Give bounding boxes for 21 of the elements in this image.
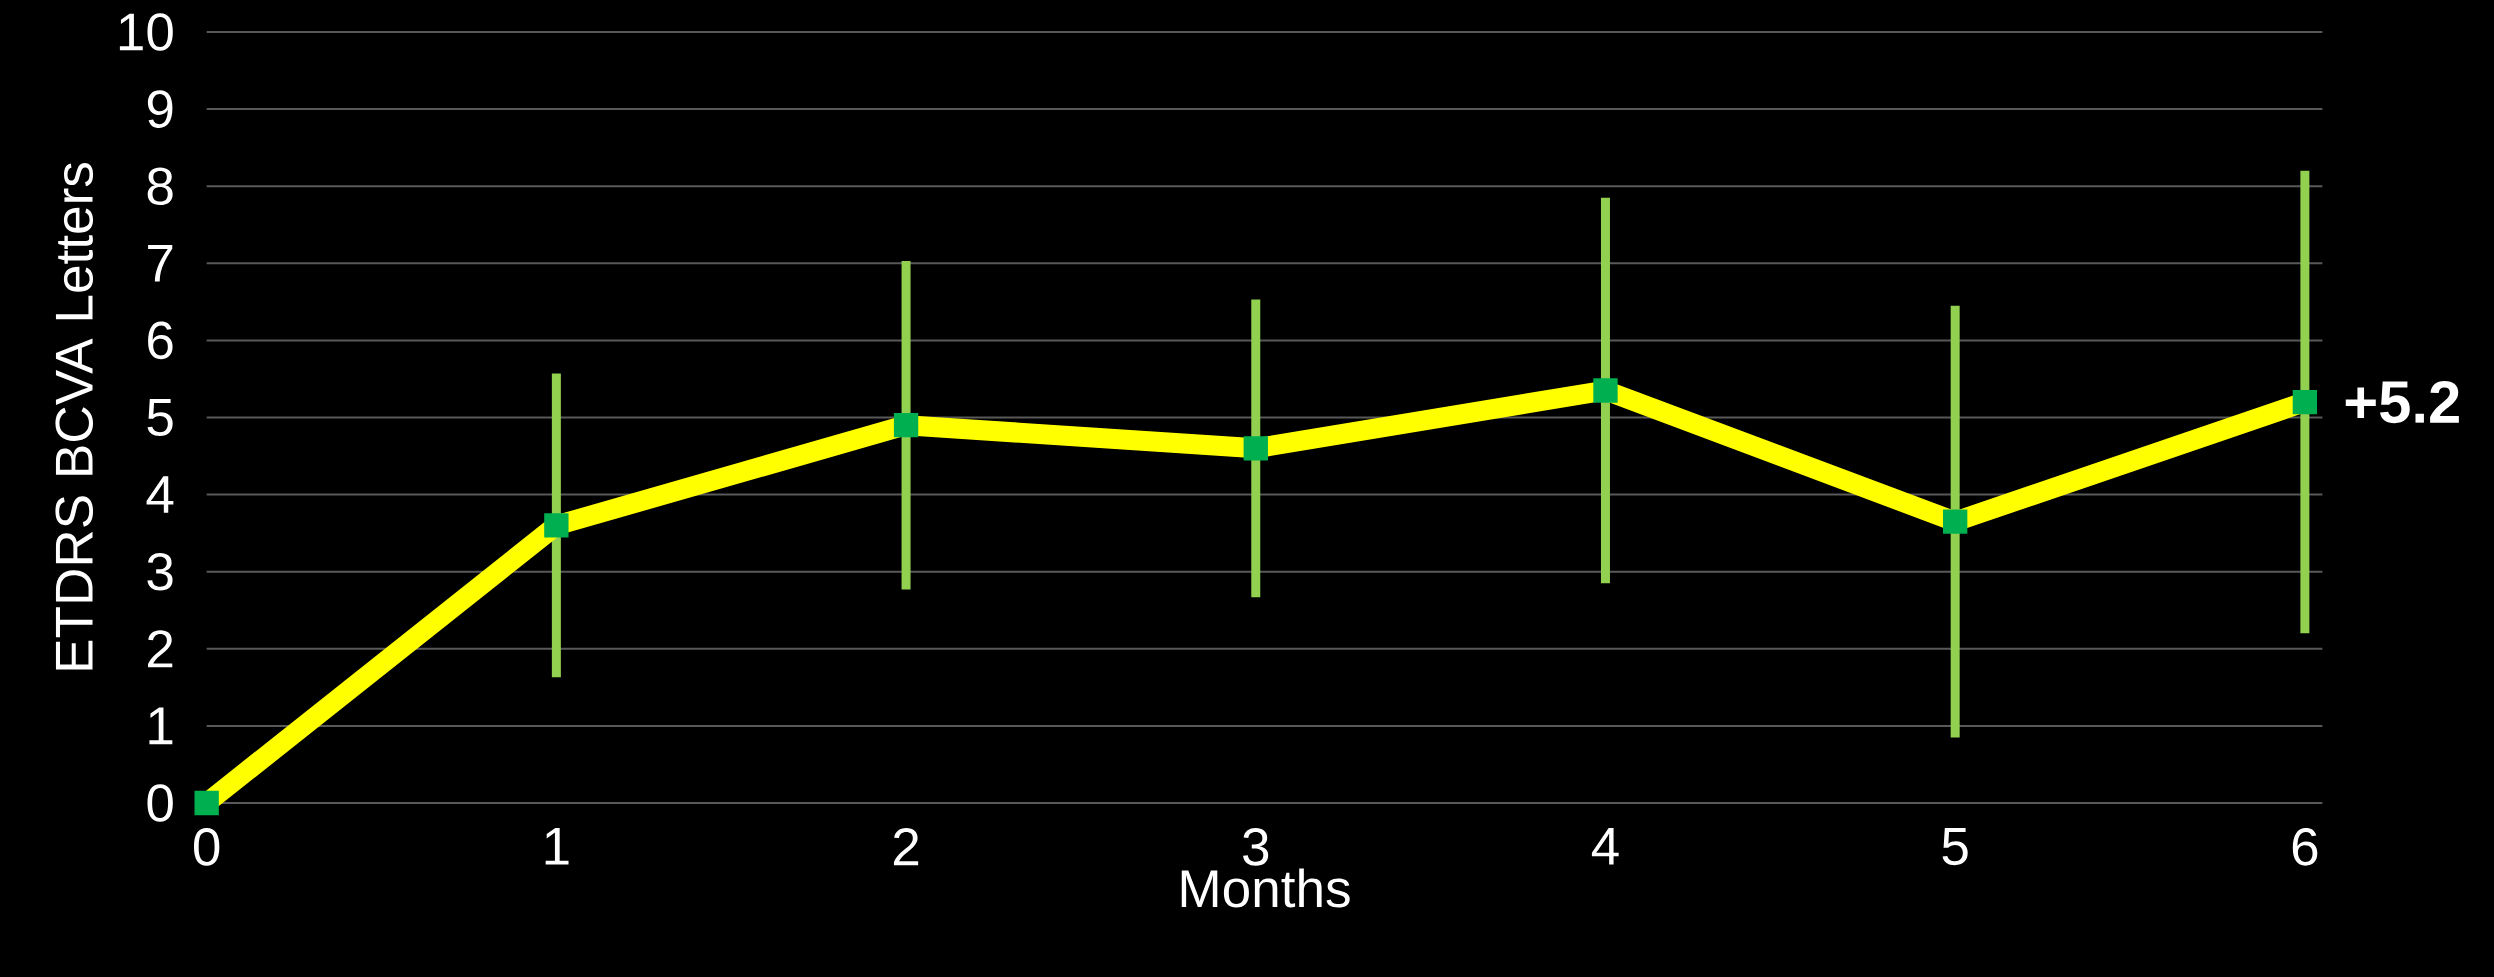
x-tick-label: 4 (1591, 828, 1619, 865)
y-axis-title: ETDRS BCVA Letters (55, 163, 94, 670)
y-tick-label: 5 (147, 398, 173, 437)
x-tick-label: 6 (2292, 828, 2318, 866)
x-tick-label: 5 (1942, 828, 1968, 866)
x-tick-label: 3 (1243, 828, 1269, 866)
y-tick-label: 10 (119, 13, 173, 51)
y-tick-label: 2 (148, 630, 173, 668)
y-tick-label: 8 (147, 167, 173, 205)
y-tick-label: 6 (148, 321, 173, 360)
x-tick-label: 1 (545, 828, 569, 865)
x-tick-label: 2 (893, 828, 919, 866)
y-tick-label: 7 (148, 245, 173, 282)
y-tick-label: 0 (147, 784, 173, 822)
y-tick-label: 9 (147, 90, 173, 128)
y-tick-label: 1 (149, 707, 173, 745)
x-axis-title: Months (1181, 868, 1350, 908)
annotation: +5.2 (2345, 380, 2459, 424)
x-tick-label: 0 (193, 828, 220, 866)
y-tick-label: 4 (146, 476, 174, 513)
y-tick-label: 3 (147, 552, 173, 591)
